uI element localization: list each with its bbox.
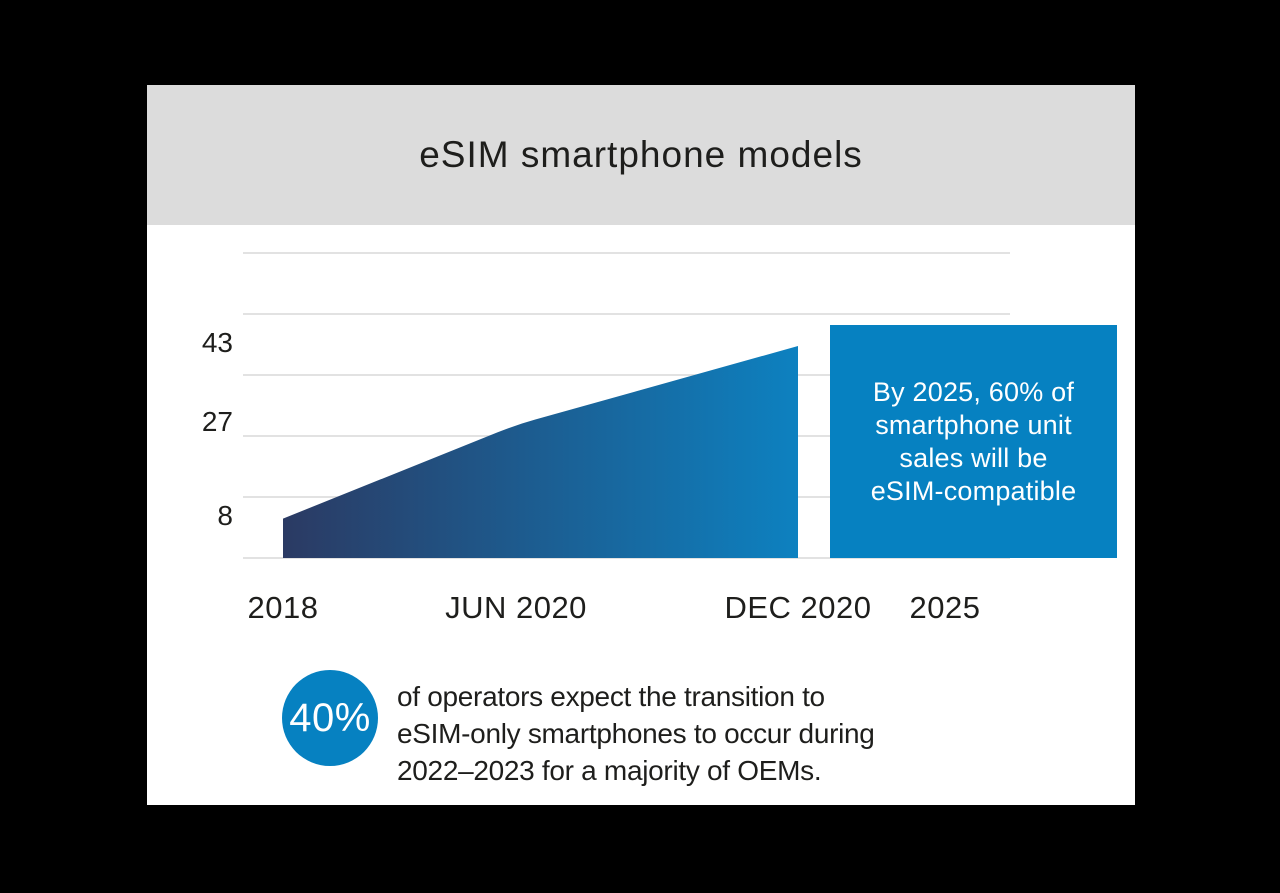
callout-line: By 2025, 60% of: [872, 376, 1075, 407]
y-axis-tick-label-8: 8: [217, 499, 233, 531]
x-axis-tick-label-dec-2020: DEC 2020: [724, 590, 872, 625]
footnote-line: of operators expect the transition to: [397, 681, 825, 712]
x-axis-tick-label-2025: 2025: [909, 590, 981, 625]
y-axis-tick-label-27: 27: [201, 405, 233, 437]
footnote-line: 2022–2023 for a majority of OEMs.: [397, 755, 822, 786]
y-axis-tick-label-43: 43: [201, 326, 233, 358]
area-chart: 43 27 8 2018 JUN 2020 DEC 2020 2025 By 2…: [147, 85, 1135, 805]
callout-line: sales will be: [899, 442, 1048, 473]
chart-title: eSIM smartphone models: [419, 134, 863, 175]
footnote-line: eSIM-only smartphones to occur during: [397, 718, 875, 749]
projection-callout-box: By 2025, 60% of smartphone unit sales wi…: [830, 325, 1117, 558]
stat-circle: 40%: [282, 670, 378, 766]
x-axis-tick-label-jun-2020: JUN 2020: [445, 590, 587, 625]
chart-header-band: eSIM smartphone models: [147, 85, 1135, 225]
infographic-card: eSIM smartphone models 43 27 8 2018 JUN …: [147, 85, 1135, 805]
footnote-text: of operators expect the transition to eS…: [397, 678, 957, 789]
area-series: [283, 346, 798, 558]
stat-value: 40%: [289, 695, 371, 740]
callout-line: eSIM-compatible: [870, 475, 1077, 506]
callout-line: smartphone unit: [875, 409, 1072, 440]
x-axis-tick-label-2018: 2018: [247, 590, 319, 625]
